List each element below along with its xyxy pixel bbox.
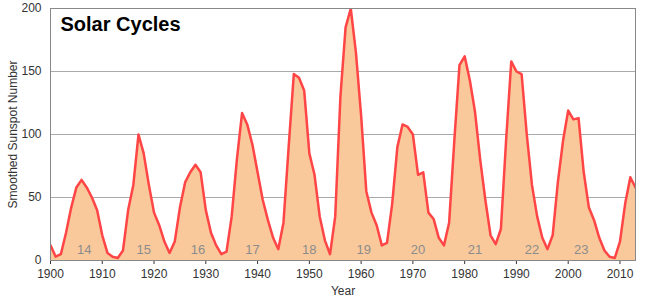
svg-text:100: 100 bbox=[21, 127, 41, 141]
svg-text:1980: 1980 bbox=[451, 267, 478, 281]
svg-text:0: 0 bbox=[35, 253, 42, 267]
svg-text:23: 23 bbox=[574, 242, 588, 257]
svg-text:1970: 1970 bbox=[400, 267, 427, 281]
svg-text:19: 19 bbox=[356, 242, 370, 257]
svg-text:1930: 1930 bbox=[192, 267, 219, 281]
svg-text:1940: 1940 bbox=[244, 267, 271, 281]
svg-text:1900: 1900 bbox=[37, 267, 64, 281]
svg-text:17: 17 bbox=[245, 242, 259, 257]
svg-text:21: 21 bbox=[468, 242, 482, 257]
svg-text:1910: 1910 bbox=[89, 267, 116, 281]
svg-text:Solar Cycles: Solar Cycles bbox=[61, 13, 181, 35]
svg-text:200: 200 bbox=[21, 1, 41, 15]
svg-text:150: 150 bbox=[21, 64, 41, 78]
svg-text:2010: 2010 bbox=[607, 267, 634, 281]
svg-text:Smoothed Sunspot Number: Smoothed Sunspot Number bbox=[6, 60, 20, 208]
svg-text:22: 22 bbox=[525, 242, 539, 257]
svg-text:Year: Year bbox=[331, 284, 355, 298]
svg-text:1990: 1990 bbox=[503, 267, 530, 281]
svg-text:16: 16 bbox=[191, 242, 205, 257]
svg-text:50: 50 bbox=[28, 190, 42, 204]
svg-text:18: 18 bbox=[302, 242, 316, 257]
svg-text:20: 20 bbox=[411, 242, 425, 257]
svg-text:15: 15 bbox=[136, 242, 150, 257]
svg-text:1920: 1920 bbox=[141, 267, 168, 281]
svg-text:1960: 1960 bbox=[348, 267, 375, 281]
svg-text:1950: 1950 bbox=[296, 267, 323, 281]
svg-text:2000: 2000 bbox=[555, 267, 582, 281]
svg-text:14: 14 bbox=[77, 242, 91, 257]
